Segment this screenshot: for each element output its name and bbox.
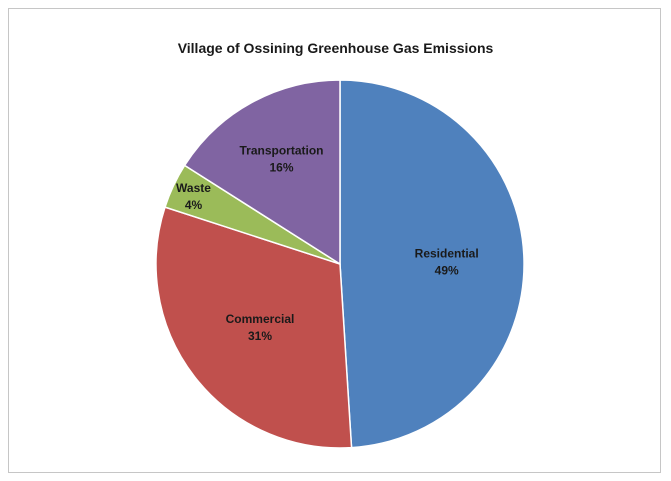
pie-value-residential: 49% [435, 264, 459, 278]
pie-label-residential: Residential [415, 247, 479, 261]
pie-labels: Residential 49% Commercial 31% Waste 4% Transp… [176, 144, 479, 343]
pie-value-commercial: 31% [248, 329, 272, 343]
pie-label-transportation: Transportation [239, 144, 323, 158]
pie-label-waste: Waste [176, 181, 211, 195]
chart-title: Village of Ossining Greenhouse Gas Emiss… [177, 40, 494, 56]
pie-slices [155, 79, 525, 449]
pie-value-waste: 4% [185, 198, 203, 212]
pie-slice-transportation [183, 79, 341, 266]
pie-slice-commercial [155, 206, 353, 449]
pie-value-transportation: 16% [269, 161, 293, 175]
pie-slice-residential [339, 79, 525, 449]
pie-label-commercial: Commercial [226, 312, 295, 326]
